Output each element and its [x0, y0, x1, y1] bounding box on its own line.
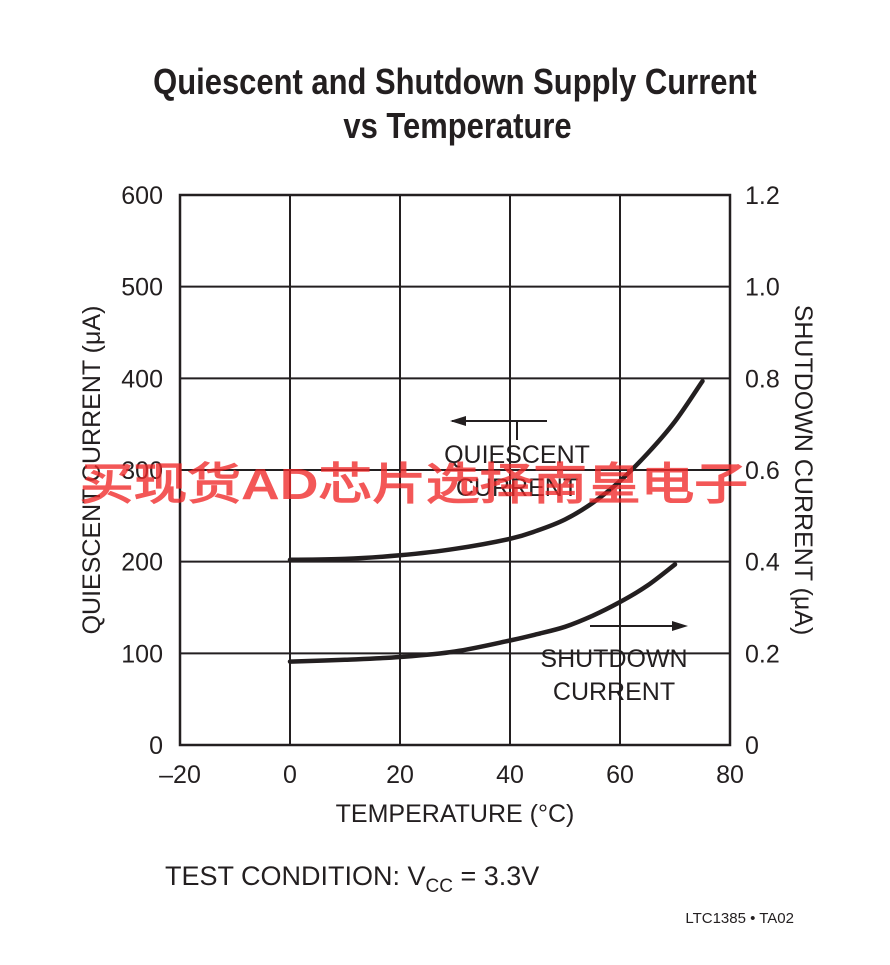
left-y-tick-label: 400	[121, 365, 163, 393]
right-y-tick-labels: 0 0.2 0.4 0.6 0.8 1.0 1.2	[745, 182, 780, 760]
x-tick-label: 0	[283, 761, 297, 789]
right-y-tick-label: 0.2	[745, 640, 780, 668]
x-tick-label: 60	[606, 761, 634, 789]
plot-frame	[178, 193, 732, 747]
right-y-tick-label: 0.4	[745, 549, 780, 577]
test-condition-note: TEST CONDITION: VCC = 3.3V	[165, 861, 539, 897]
shutdown-label-line-1: SHUTDOWN	[540, 645, 687, 673]
x-tick-labels: –20 0 20 40 60 80	[159, 761, 744, 789]
left-y-tick-labels: 0 100 200 300 400 500 600	[121, 182, 163, 760]
left-y-tick-label: 600	[121, 182, 163, 210]
quiescent-label-line-2: CURRENT	[456, 474, 578, 502]
x-tick-label: 20	[386, 761, 414, 789]
test-condition-subscript: CC	[426, 876, 453, 897]
figure-id: LTC1385 • TA02	[685, 910, 794, 927]
right-y-tick-label: 0	[745, 732, 759, 760]
right-y-tick-label: 0.8	[745, 365, 780, 393]
x-tick-label: –20	[159, 761, 201, 789]
right-y-tick-label: 1.2	[745, 182, 780, 210]
quiescent-label-line-1: QUIESCENT	[444, 441, 590, 469]
left-y-tick-label: 100	[121, 640, 163, 668]
x-axis-label: TEMPERATURE (°C)	[336, 800, 575, 828]
left-y-axis-label: QUIESCENT CURRENT (μA)	[78, 306, 106, 635]
quiescent-arrow-head	[450, 416, 466, 426]
right-y-tick-label: 1.0	[745, 274, 780, 302]
shutdown-annotation: SHUTDOWN CURRENT	[540, 621, 688, 706]
left-y-tick-label: 200	[121, 549, 163, 577]
x-tick-label: 80	[716, 761, 744, 789]
left-y-tick-label: 0	[149, 732, 163, 760]
shutdown-current-curve	[287, 562, 678, 664]
chart-title: Quiescent and Shutdown Supply Current vs…	[153, 63, 757, 147]
test-condition-prefix: TEST CONDITION: V	[165, 861, 426, 891]
chart-title-line-1: Quiescent and Shutdown Supply Current	[153, 63, 757, 103]
chart-title-line-2: vs Temperature	[343, 107, 571, 147]
quiescent-annotation: QUIESCENT CURRENT	[444, 416, 590, 502]
quiescent-current-curve	[287, 378, 705, 563]
left-y-tick-label: 500	[121, 274, 163, 302]
shutdown-label-line-2: CURRENT	[553, 678, 675, 706]
series-layer	[287, 378, 705, 664]
right-y-axis-label: SHUTDOWN CURRENT (μA)	[789, 305, 817, 636]
test-condition-suffix: = 3.3V	[453, 861, 539, 891]
watermark-text: 买现货AD芯片选择南皇电子	[80, 460, 748, 509]
left-y-tick-label: 300	[121, 457, 163, 485]
right-y-tick-label: 0.6	[745, 457, 780, 485]
shutdown-arrow-head	[672, 621, 688, 631]
x-tick-label: 40	[496, 761, 524, 789]
